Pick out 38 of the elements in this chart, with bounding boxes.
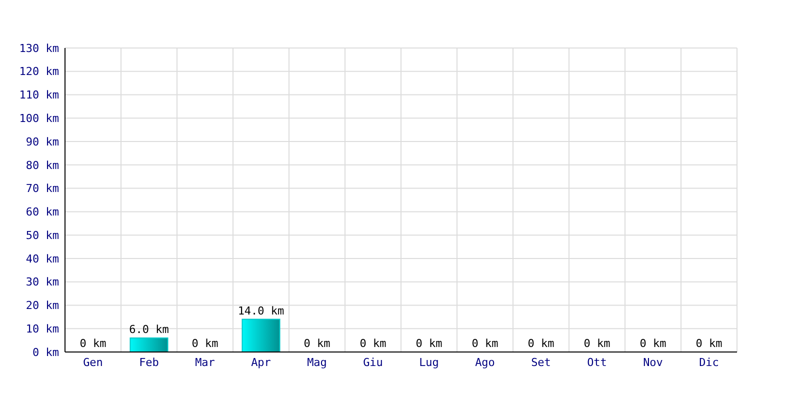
data-label: 0 km (640, 337, 667, 350)
y-tick-label: 80 km (26, 158, 60, 172)
y-tick-label: 90 km (26, 135, 60, 148)
y-tick-label: 0 km (32, 346, 60, 359)
data-label: 0 km (696, 337, 723, 350)
x-tick-label: Mar (195, 356, 216, 369)
x-tick-label: Ott (587, 356, 607, 369)
y-tick-label: 60 km (26, 206, 60, 219)
data-label: 0 km (360, 337, 387, 350)
y-tick-label: 20 km (26, 299, 60, 312)
x-tick-label: Dic (699, 356, 719, 369)
data-label: 0 km (80, 337, 107, 350)
data-label: 0 km (416, 337, 443, 350)
x-tick-label: Set (531, 356, 551, 369)
x-tick-label: Apr (251, 356, 272, 369)
x-tick-label: Giu (363, 356, 383, 369)
x-tick-label: Gen (83, 356, 103, 369)
data-label: 14.0 km (238, 304, 285, 318)
data-label: 0 km (528, 337, 555, 350)
data-label: 0 km (304, 337, 331, 350)
y-tick-label: 50 km (26, 228, 60, 242)
x-tick-label: Feb (139, 356, 159, 369)
y-tick-label: 10 km (26, 322, 60, 336)
y-tick-label: 40 km (26, 252, 60, 266)
y-tick-label: 30 km (26, 276, 60, 289)
y-tick-label: 110 km (19, 88, 60, 102)
x-tick-label: Lug (419, 356, 439, 369)
y-tick-label: 120 km (19, 65, 60, 78)
y-tick-label: 100 km (19, 112, 60, 126)
data-label: 0 km (192, 337, 219, 350)
x-tick-label: Ago (475, 356, 495, 369)
x-tick-label: Mag (307, 356, 327, 369)
x-tick-label: Nov (643, 356, 664, 369)
data-label: 0 km (472, 337, 499, 350)
data-label: 0 km (584, 337, 611, 350)
y-tick-label: 130 km (19, 42, 60, 55)
y-tick-label: 70 km (26, 182, 60, 196)
data-label: 6.0 km (129, 322, 170, 336)
